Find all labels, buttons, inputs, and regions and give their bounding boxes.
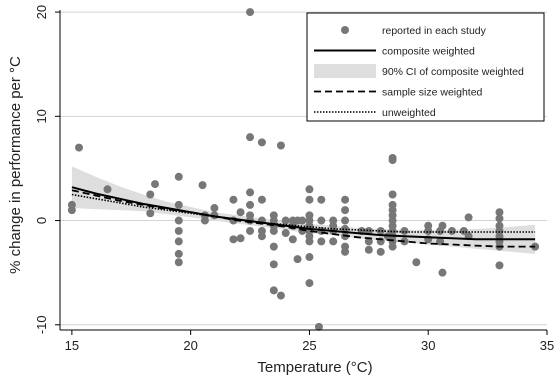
data-point: [388, 156, 397, 165]
data-point: [103, 185, 112, 194]
data-point: [246, 200, 255, 209]
data-point: [269, 286, 278, 295]
data-point: [269, 260, 278, 269]
data-point: [495, 261, 504, 270]
axes: 15 20 25 30 35 -10 0 10 20: [34, 5, 554, 353]
data-point: [376, 247, 385, 256]
data-point: [210, 204, 219, 213]
ci-band: [71, 166, 536, 254]
data-point: [174, 226, 183, 235]
x-tick-label: 35: [540, 338, 554, 353]
legend-label: sample size weighted: [382, 87, 483, 99]
data-point: [341, 247, 350, 256]
data-point: [174, 237, 183, 246]
data-point: [364, 245, 373, 254]
data-point: [146, 209, 155, 218]
data-point: [424, 221, 433, 230]
data-point: [269, 226, 278, 235]
y-tick-label: 10: [34, 109, 49, 123]
data-point: [317, 216, 326, 225]
data-point: [438, 268, 447, 277]
legend: reported in each study composite weighted…: [306, 12, 545, 122]
legend-label: 90% CI of composite weighted: [382, 66, 524, 78]
legend-swatch-ci-band: [314, 64, 376, 78]
data-point: [288, 235, 297, 244]
data-point: [174, 172, 183, 181]
data-point: [257, 232, 266, 241]
line-solid: [71, 186, 536, 241]
ci-band-layer: [71, 166, 536, 254]
data-point: [298, 216, 307, 225]
data-point: [246, 226, 255, 235]
data-point: [246, 133, 255, 142]
data-point: [341, 206, 350, 215]
data-point: [305, 185, 314, 194]
data-point: [317, 195, 326, 204]
data-point: [438, 221, 447, 230]
data-point: [314, 322, 323, 331]
y-tick-label: -10: [34, 315, 49, 334]
data-point: [276, 141, 285, 150]
data-point: [388, 190, 397, 199]
data-point: [174, 249, 183, 258]
data-point: [146, 190, 155, 199]
legend-label: reported in each study: [382, 25, 487, 37]
data-point: [459, 226, 468, 235]
data-point: [281, 216, 290, 225]
data-point: [531, 242, 540, 251]
data-point: [447, 226, 456, 235]
data-point: [317, 237, 326, 246]
data-point: [364, 237, 373, 246]
data-point: [257, 138, 266, 147]
data-point: [229, 235, 238, 244]
x-axis-title: Temperature (°C): [257, 359, 372, 376]
data-point: [257, 195, 266, 204]
x-tick-label: 15: [65, 338, 79, 353]
data-point: [229, 195, 238, 204]
data-point: [305, 237, 314, 246]
x-tick-label: 25: [302, 338, 316, 353]
data-point: [305, 279, 314, 288]
legend-label: composite weighted: [382, 46, 475, 58]
x-tick-label: 30: [421, 338, 435, 353]
legend-label: unweighted: [382, 107, 436, 119]
line-dashed: [71, 189, 536, 248]
data-point: [174, 258, 183, 267]
data-point: [198, 181, 207, 190]
data-point: [400, 226, 409, 235]
data-point: [67, 206, 76, 215]
data-point: [200, 216, 209, 225]
data-point: [464, 213, 473, 222]
x-tick-label: 20: [183, 338, 197, 353]
data-point: [495, 208, 504, 217]
data-point: [236, 234, 245, 243]
fit-lines: [71, 186, 536, 248]
y-tick-label: 0: [34, 217, 49, 224]
data-point: [174, 200, 183, 209]
data-point: [151, 180, 160, 189]
data-point: [341, 195, 350, 204]
data-point: [388, 242, 397, 251]
data-point: [341, 216, 350, 225]
y-axis-title: % change in performance per °C: [7, 56, 24, 274]
data-point: [269, 242, 278, 251]
data-point: [75, 143, 84, 152]
data-point: [329, 237, 338, 246]
data-point: [276, 291, 285, 300]
data-point: [495, 214, 504, 223]
data-point: [376, 226, 385, 235]
data-point: [246, 8, 255, 17]
data-point: [236, 208, 245, 217]
data-point: [305, 195, 314, 204]
data-point: [246, 188, 255, 197]
data-point: [305, 253, 314, 262]
data-point: [293, 255, 302, 264]
y-tick-label: 20: [34, 5, 49, 19]
data-point: [174, 216, 183, 225]
data-point: [412, 258, 421, 267]
data-point: [281, 229, 290, 238]
gridlines: [60, 11, 547, 326]
legend-marker-points: [341, 26, 349, 34]
